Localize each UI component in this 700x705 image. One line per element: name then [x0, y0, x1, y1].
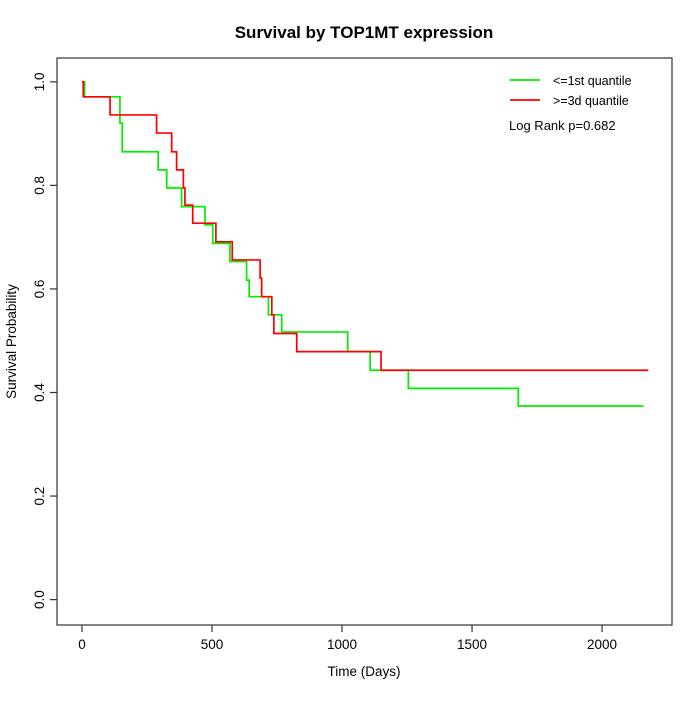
- survival-curve: [81, 80, 649, 372]
- x-tick-label: 1000: [327, 637, 357, 652]
- y-tick-label: 0.2: [32, 487, 47, 506]
- x-axis-label: Time (Days): [328, 664, 401, 679]
- x-axis: 0 500 1000 1500 2000: [78, 625, 617, 652]
- y-tick-label: 1.0: [32, 72, 47, 91]
- y-tick-label: 0.8: [32, 176, 47, 195]
- y-axis: 0.0 0.2 0.4 0.6 0.8 1.0: [32, 72, 57, 609]
- x-tick-label: 1500: [457, 637, 487, 652]
- survival-curve: [81, 80, 644, 407]
- x-tick-label: 2000: [587, 637, 617, 652]
- plot-area-border: [56, 57, 673, 626]
- legend-label: >=3d quantile: [553, 94, 629, 108]
- x-tick-label: 500: [201, 637, 224, 652]
- y-axis-label: Survival Probability: [4, 284, 19, 399]
- y-tick-label: 0.4: [32, 383, 47, 402]
- y-tick-label: 0.0: [32, 590, 47, 609]
- chart-title: Survival by TOP1MT expression: [235, 23, 494, 42]
- logrank-annotation: Log Rank p=0.682: [509, 118, 616, 133]
- legend-label: <=1st quantile: [553, 74, 632, 88]
- x-tick-label: 0: [78, 637, 86, 652]
- survival-curves: [81, 80, 649, 407]
- legend: <=1st quantile >=3d quantile: [510, 74, 632, 108]
- y-tick-label: 0.6: [32, 280, 47, 299]
